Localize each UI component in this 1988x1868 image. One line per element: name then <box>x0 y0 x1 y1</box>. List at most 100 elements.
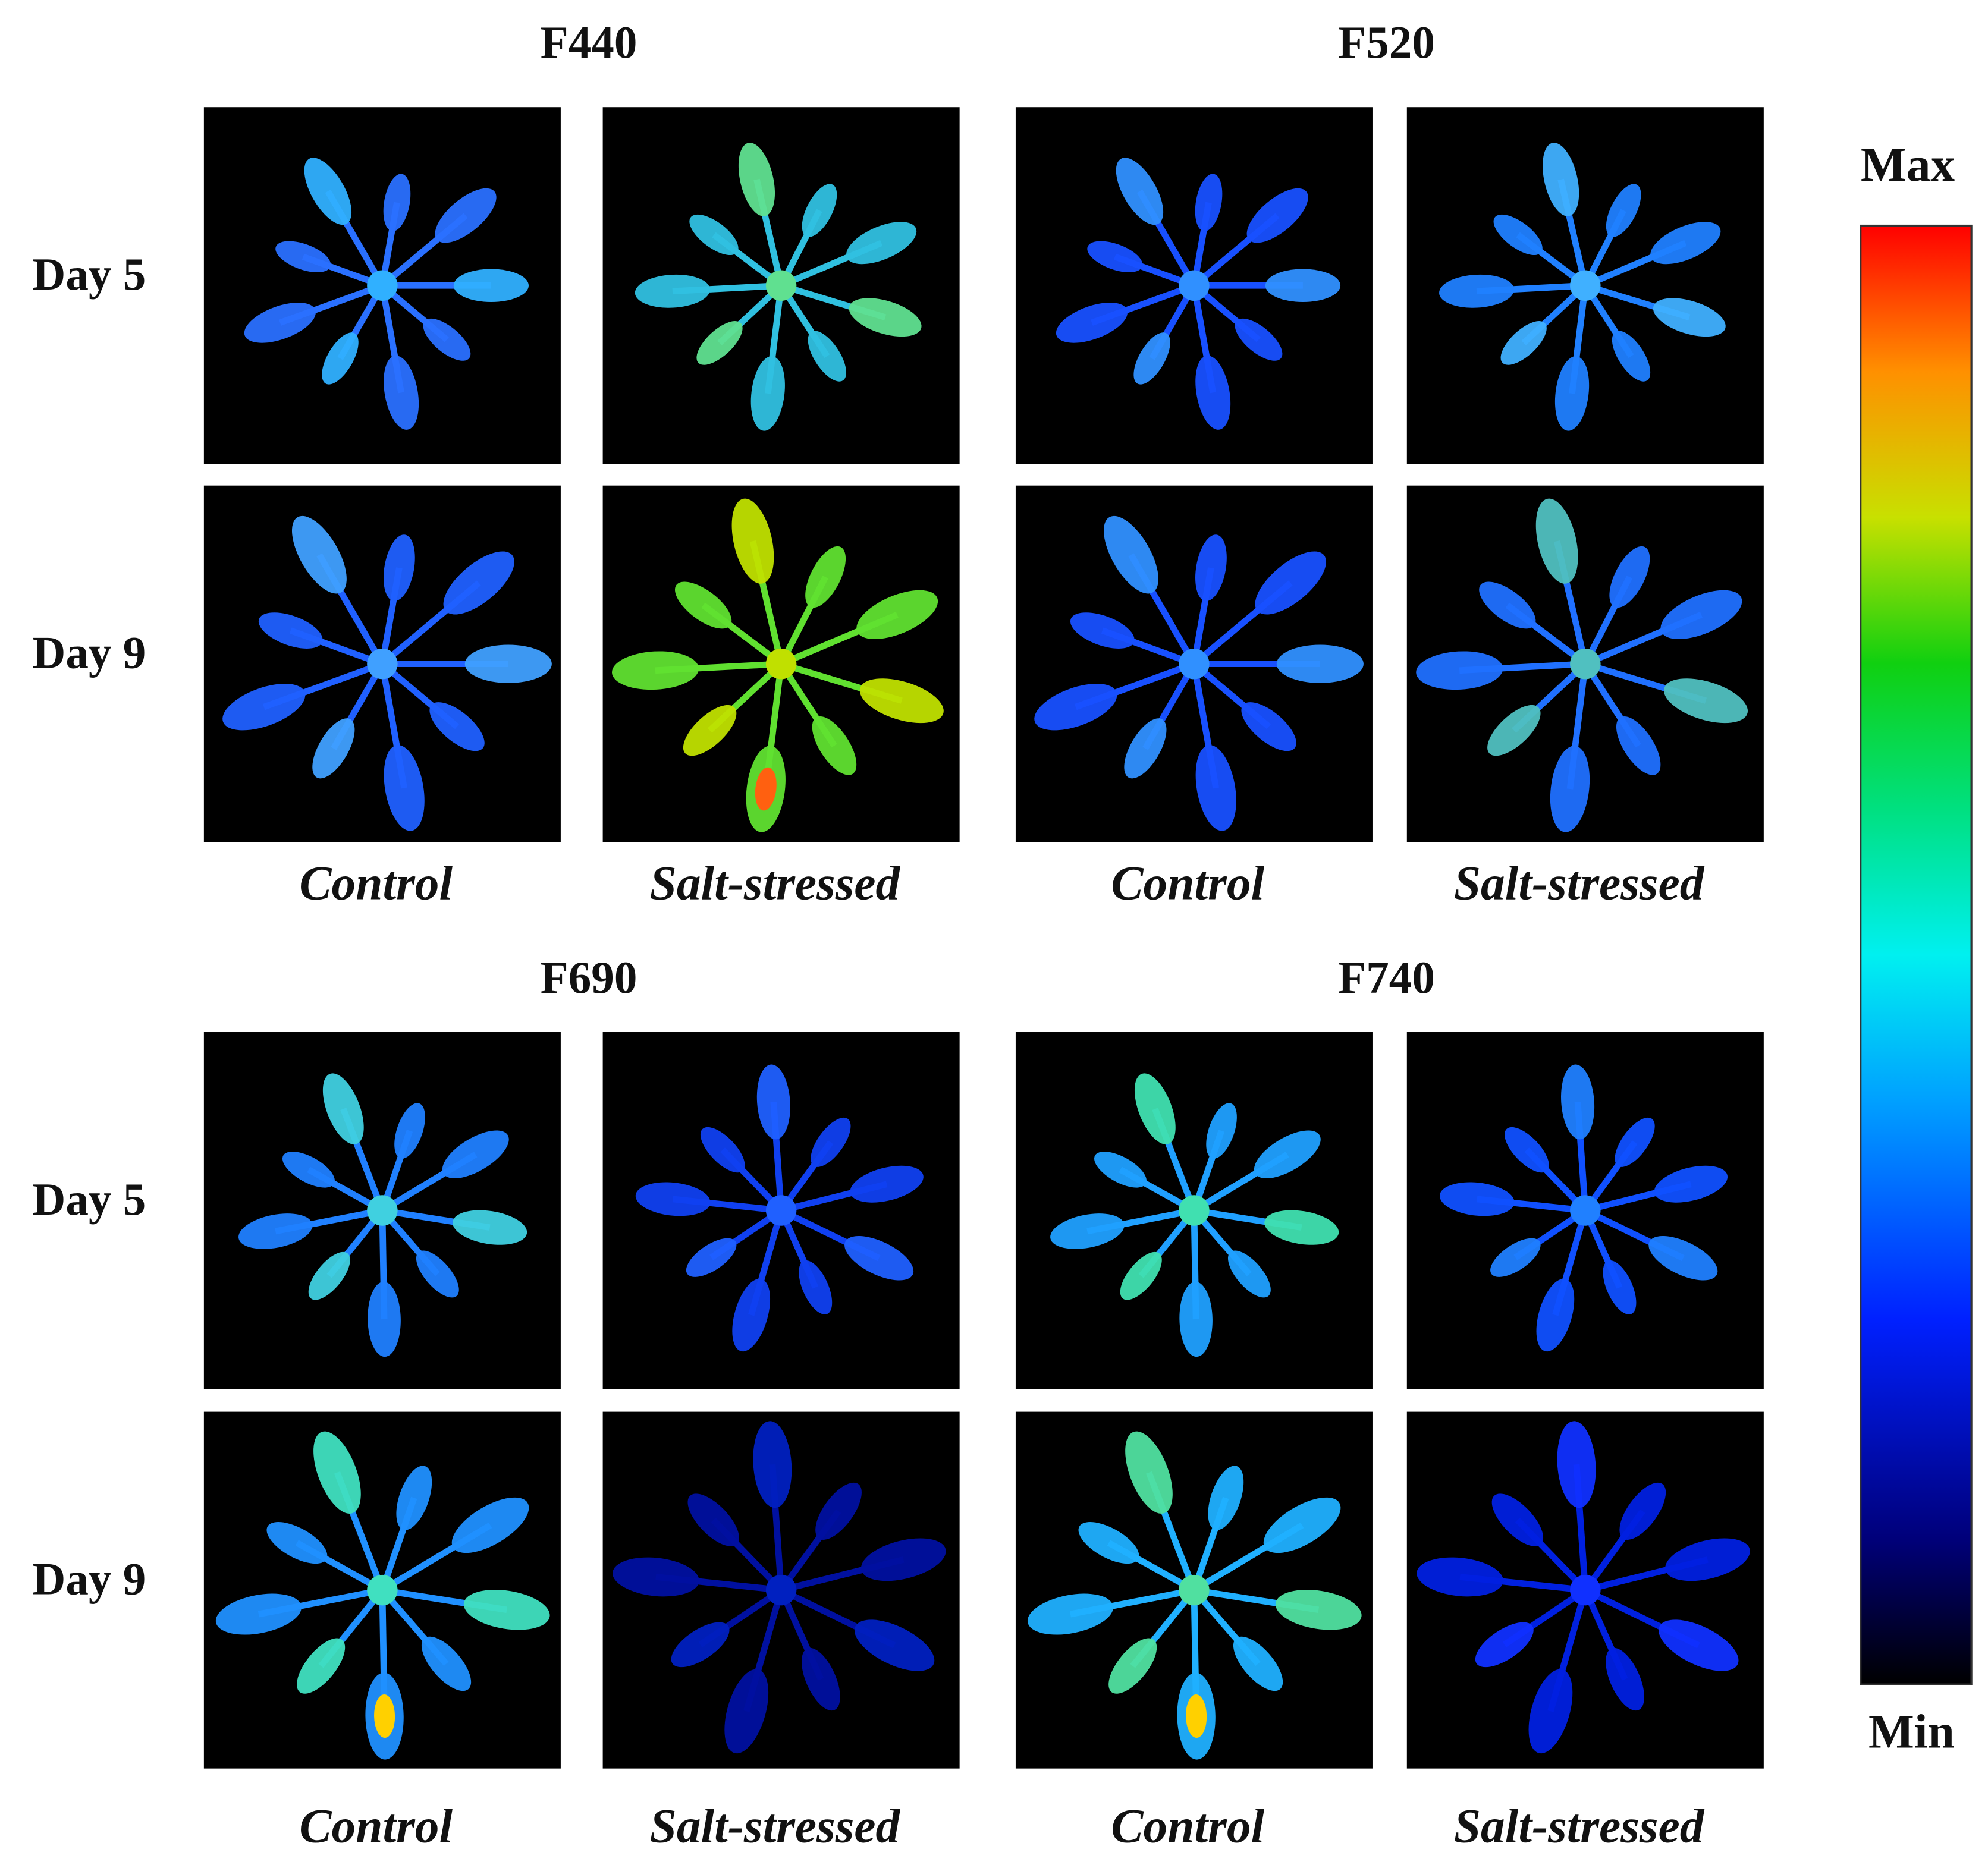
plant-image <box>1015 485 1373 842</box>
leaf <box>1659 1619 1739 1671</box>
leaf <box>429 702 485 751</box>
column-label: Salt-stressed <box>650 856 901 910</box>
leaf <box>464 644 552 683</box>
leaf-hotspot <box>755 767 777 811</box>
leaf <box>849 298 922 337</box>
leaf <box>854 1619 935 1671</box>
leaf <box>1417 1557 1503 1597</box>
rosette-center <box>765 648 797 680</box>
panel-title: F690 <box>541 952 637 1003</box>
leaf <box>1619 1482 1666 1540</box>
leaf <box>1654 1165 1728 1203</box>
plant-image <box>1406 1411 1764 1769</box>
leaf <box>394 1103 425 1159</box>
leaf <box>275 241 331 272</box>
rosette-center <box>1570 1195 1601 1226</box>
leaf <box>443 551 514 615</box>
leaf <box>687 1493 739 1546</box>
leaf <box>1479 581 1536 629</box>
leaf <box>1554 356 1590 431</box>
leaf <box>1528 1669 1573 1754</box>
rosette-center <box>765 270 797 301</box>
plant-image <box>203 107 561 464</box>
leaf <box>1104 515 1158 594</box>
plant-image <box>1015 1411 1373 1769</box>
leaf <box>1550 746 1590 832</box>
leaf <box>613 1557 699 1597</box>
leaf <box>297 1638 346 1694</box>
leaf <box>1235 318 1283 361</box>
leaf <box>612 651 699 690</box>
rosette-center <box>1179 1574 1210 1606</box>
leaf <box>396 1466 432 1530</box>
leaf <box>1195 356 1231 430</box>
leaf <box>805 546 846 608</box>
leaf <box>463 1590 550 1630</box>
leaf <box>753 1421 792 1508</box>
leaf <box>1276 644 1364 683</box>
leaf <box>1606 184 1641 237</box>
leaf <box>312 718 355 779</box>
leaf <box>1195 174 1223 231</box>
leaf <box>308 1251 350 1300</box>
leaf <box>689 214 739 256</box>
leaf <box>1255 551 1326 615</box>
leaf <box>282 1152 335 1188</box>
rosette-center <box>1179 1195 1210 1226</box>
leaf <box>635 1182 711 1216</box>
plant-image <box>203 1032 561 1389</box>
leaf <box>700 1127 745 1173</box>
leaf <box>671 1622 730 1668</box>
leaf <box>812 716 857 775</box>
leaf <box>1108 1638 1157 1694</box>
plant-image <box>1015 107 1373 464</box>
column-label: Salt-stressed <box>650 1798 901 1853</box>
leaf <box>811 1117 851 1167</box>
plant-image <box>1015 1032 1373 1389</box>
leaf <box>1241 702 1296 751</box>
leaf <box>1263 1497 1341 1553</box>
column-label: Salt-stressed <box>1454 856 1705 910</box>
leaf <box>416 1250 459 1298</box>
rosette-center <box>765 1574 797 1606</box>
leaf <box>850 1165 924 1203</box>
leaf <box>368 1281 401 1357</box>
plant-image <box>1406 1032 1764 1389</box>
rosette-center <box>1570 1574 1601 1606</box>
leaf <box>724 1669 769 1754</box>
rosette-center <box>367 648 398 680</box>
leaf <box>1439 274 1515 308</box>
column-label: Salt-stressed <box>1454 1798 1705 1853</box>
leaf <box>1490 1238 1541 1277</box>
rosette-center <box>367 270 398 301</box>
row-label: Day 5 <box>33 249 146 300</box>
leaf <box>1648 1235 1718 1281</box>
plant-image <box>1406 107 1764 464</box>
leaf <box>421 1636 472 1691</box>
rosette-center <box>367 1195 398 1226</box>
leaf <box>1246 188 1308 243</box>
leaf <box>1609 546 1650 608</box>
leaf <box>1665 1538 1750 1581</box>
column-label: Control <box>299 856 453 910</box>
leaf <box>384 356 419 430</box>
leaf <box>258 612 323 649</box>
leaf <box>1116 158 1164 225</box>
leaf <box>322 332 359 385</box>
row-label: Day 9 <box>33 627 146 678</box>
rosette-center <box>1570 648 1601 680</box>
leaf <box>802 184 837 237</box>
leaf <box>1616 716 1661 775</box>
leaf <box>1087 241 1143 272</box>
leaf <box>802 1647 840 1711</box>
leaf <box>1275 1590 1362 1630</box>
leaf <box>1439 1182 1515 1216</box>
leaf <box>846 222 917 265</box>
leaf <box>1663 678 1748 724</box>
plant-image <box>203 485 561 842</box>
leaf <box>1034 683 1117 731</box>
leaf <box>1487 705 1541 756</box>
leaf <box>1493 214 1543 256</box>
leaf <box>453 1210 527 1245</box>
